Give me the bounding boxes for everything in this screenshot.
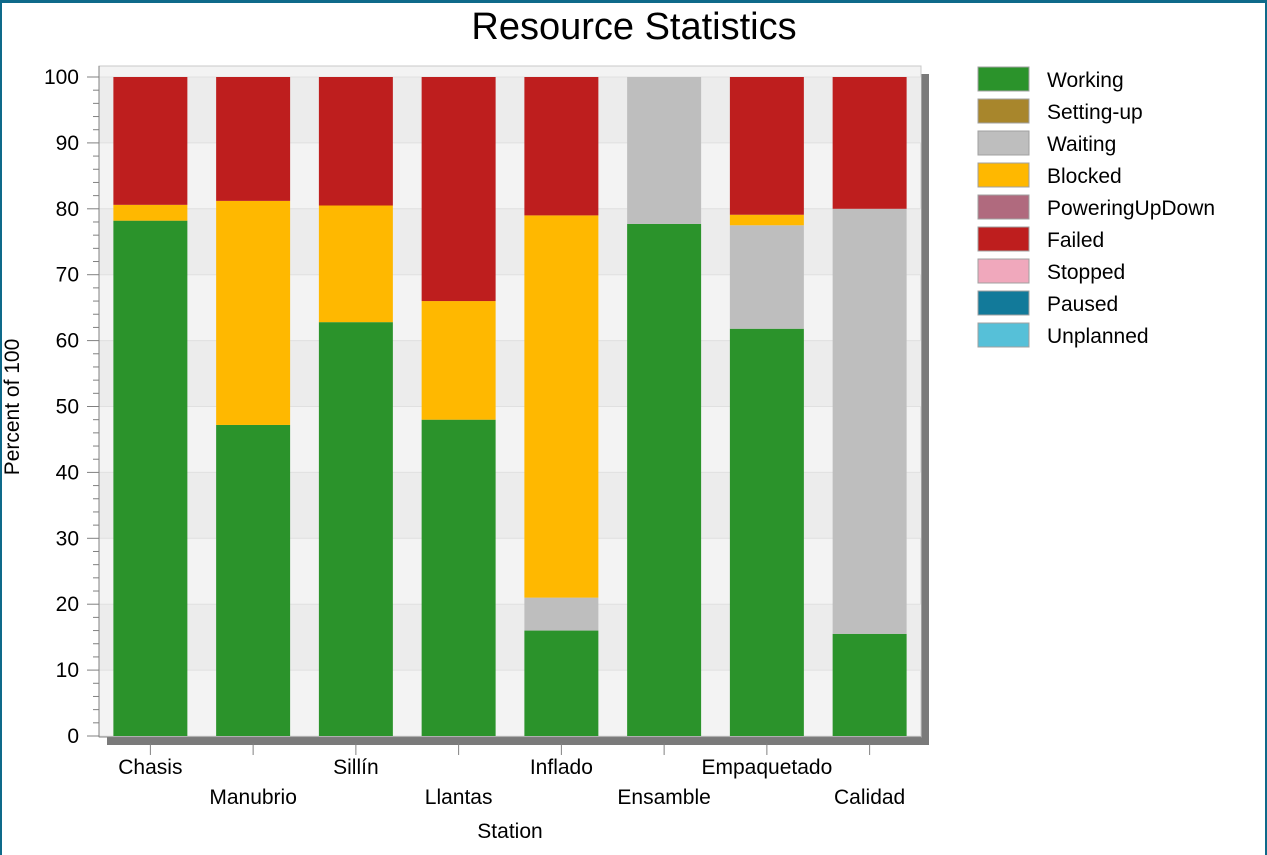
- bar-stack: [832, 77, 907, 736]
- x-tick-label: Empaquetado: [701, 756, 832, 779]
- legend-item: Waiting: [977, 130, 1116, 156]
- bar-segment: [524, 215, 599, 598]
- bar-stack: [729, 77, 804, 736]
- legend-label: PoweringUpDown: [1047, 197, 1215, 220]
- y-tick-label: 10: [56, 659, 79, 682]
- bar-stack: [318, 77, 393, 736]
- bar-segment: [729, 214, 804, 226]
- bar-segment: [113, 77, 188, 205]
- x-axis-title: Station: [477, 820, 542, 843]
- bar-segment: [216, 200, 291, 425]
- legend-item: PoweringUpDown: [977, 194, 1215, 220]
- bar-segment: [216, 424, 291, 736]
- bar-segment: [832, 208, 907, 634]
- bar-stack: [627, 77, 702, 736]
- legend-item: Working: [977, 66, 1124, 92]
- bar-segment: [421, 301, 496, 420]
- bar-stack: [524, 77, 599, 736]
- bar-segment: [729, 328, 804, 736]
- legend-swatch: [977, 66, 1030, 92]
- y-tick-label: 80: [56, 198, 79, 221]
- y-tick-label: 20: [56, 593, 79, 616]
- legend-swatch: [977, 130, 1030, 156]
- y-axis-title: Percent of 100: [1, 339, 24, 476]
- y-tick-label: 0: [67, 725, 79, 748]
- bar-segment: [729, 77, 804, 215]
- bar-segment: [318, 77, 393, 206]
- legend-item: Blocked: [977, 162, 1122, 188]
- bar-segment: [318, 322, 393, 736]
- legend-label: Paused: [1047, 293, 1118, 316]
- chart-title: Resource Statistics: [471, 6, 796, 48]
- legend-label: Waiting: [1047, 133, 1116, 156]
- x-tick-label: Sillín: [333, 756, 379, 779]
- bar-segment: [216, 77, 291, 201]
- legend-label: Stopped: [1047, 261, 1125, 284]
- legend-swatch: [977, 226, 1030, 252]
- bar-segment: [421, 77, 496, 302]
- y-tick-label: 90: [56, 132, 79, 155]
- bar-segment: [832, 77, 907, 209]
- bar-segment: [729, 225, 804, 329]
- legend-swatch: [977, 290, 1030, 316]
- bar-stack: [113, 77, 188, 737]
- bar-segment: [524, 597, 599, 631]
- bar-stack: [216, 77, 291, 736]
- legend-swatch: [977, 194, 1030, 220]
- legend-label: Working: [1047, 69, 1124, 92]
- legend-swatch: [977, 162, 1030, 188]
- x-tick-label: Ensamble: [617, 786, 710, 809]
- y-tick-label: 70: [56, 264, 79, 287]
- y-tick-label: 30: [56, 527, 79, 550]
- legend-label: Blocked: [1047, 165, 1122, 188]
- y-tick-label: 100: [44, 66, 79, 89]
- legend-item: Paused: [977, 290, 1118, 316]
- bar-stack: [421, 77, 496, 736]
- legend-label: Unplanned: [1047, 325, 1149, 348]
- bar-segment: [524, 630, 599, 736]
- legend-swatch: [977, 98, 1030, 124]
- legend-item: Unplanned: [977, 322, 1149, 348]
- legend-label: Failed: [1047, 229, 1104, 252]
- bar-segment: [318, 205, 393, 323]
- bar-segment: [627, 77, 702, 224]
- x-tick-label: Manubrio: [209, 786, 297, 809]
- x-tick-label: Llantas: [425, 786, 493, 809]
- x-tick-label: Calidad: [834, 786, 905, 809]
- legend: Working Setting-up Waiting Blocked PoweringU…: [977, 66, 1215, 348]
- bar-segment: [113, 220, 188, 737]
- x-tick-label: Inflado: [530, 756, 593, 779]
- bar-segment: [524, 77, 599, 216]
- legend-item: Failed: [977, 226, 1104, 252]
- legend-swatch: [977, 258, 1030, 284]
- y-tick-label: 60: [56, 330, 79, 353]
- bar-segment: [627, 223, 702, 736]
- y-tick-label: 40: [56, 461, 79, 484]
- x-tick-label: Chasis: [118, 756, 182, 779]
- bar-segment: [113, 204, 188, 221]
- y-tick-label: 50: [56, 396, 79, 419]
- bar-segment: [421, 419, 496, 736]
- legend-item: Stopped: [977, 258, 1125, 284]
- legend-swatch: [977, 322, 1030, 348]
- bar-segment: [832, 633, 907, 736]
- legend-label: Setting-up: [1047, 101, 1143, 124]
- legend-item: Setting-up: [977, 98, 1143, 124]
